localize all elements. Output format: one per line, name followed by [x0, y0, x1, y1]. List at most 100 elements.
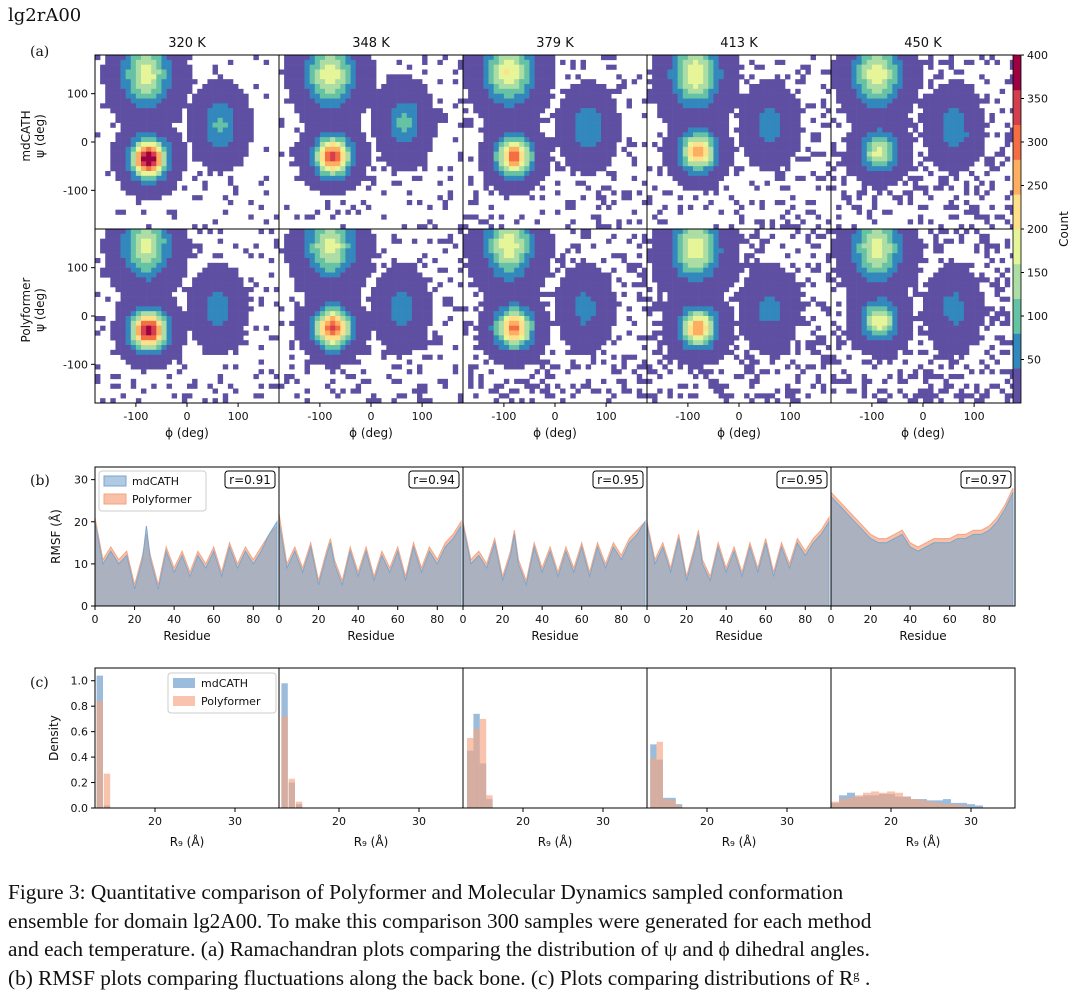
rama-bin [866, 180, 873, 186]
rama-bin [207, 267, 213, 273]
rama-bin [595, 166, 602, 172]
rama-bin [606, 127, 612, 133]
rama-bin [243, 306, 249, 312]
rama-bin [795, 175, 801, 181]
rama-bin [355, 151, 362, 157]
rama-bin [197, 272, 203, 278]
rama-bin [355, 316, 362, 322]
rama-bin [468, 55, 474, 61]
rama-bin [156, 349, 162, 355]
rama-bin [427, 132, 433, 138]
rama-bin [534, 55, 540, 61]
rama-bin [994, 214, 1000, 220]
rama-bin [411, 267, 418, 273]
rama-bin [682, 98, 689, 104]
rama-bin [304, 137, 310, 143]
rama-bin [708, 84, 714, 90]
rama-bin [662, 151, 668, 157]
rama-bin [345, 171, 351, 177]
rama-bin [141, 262, 147, 268]
rama-bin [105, 64, 111, 70]
rama-bin [483, 156, 489, 162]
rama-bin [401, 137, 408, 143]
rama-bin [115, 287, 121, 293]
rama-bin [391, 272, 397, 278]
rama-bin [989, 166, 995, 172]
rama-bin [897, 166, 903, 172]
rama-bin [330, 190, 336, 196]
rama-bin [667, 69, 673, 75]
rama-bin [222, 398, 229, 404]
rama-bin [345, 127, 351, 133]
rama-bin [580, 151, 586, 157]
rama-bin [544, 117, 551, 123]
rama-bin [319, 238, 326, 244]
rama-bin [493, 161, 500, 167]
rama-bin [176, 171, 183, 177]
rama-bin [207, 146, 213, 152]
rama-bin [314, 233, 321, 239]
rama-bin [953, 113, 960, 119]
rama-bin [871, 142, 878, 148]
rama-bin [764, 151, 770, 157]
rama-bin [166, 113, 172, 119]
rama-bin [151, 180, 157, 186]
rama-bin [856, 190, 862, 196]
rama-bin [963, 156, 970, 162]
rama-bin [365, 98, 372, 104]
rama-bin [498, 151, 505, 157]
rama-bin [779, 113, 786, 119]
rama-bin [192, 132, 198, 138]
rama-bin [325, 74, 331, 80]
rama-bin [233, 142, 239, 148]
rama-bin [411, 175, 418, 181]
rama-bin [284, 204, 290, 210]
rama-bin [519, 79, 525, 85]
rama-bin [457, 151, 464, 157]
rama-bin [325, 117, 331, 123]
rama-bin [141, 229, 147, 235]
rama-bin [100, 316, 106, 322]
rama-bin [744, 113, 750, 119]
rama-bin [207, 320, 213, 326]
rama-bin [299, 74, 305, 80]
rama-bin [125, 277, 132, 283]
rama-bin [227, 93, 234, 99]
rama-bin [294, 262, 300, 268]
rama-bin [330, 166, 336, 172]
rama-bin [907, 55, 914, 61]
rama-bin [284, 69, 290, 75]
rama-bin [376, 137, 382, 143]
rama-bin [856, 166, 862, 172]
rama-bin [1004, 204, 1011, 210]
rama-bin [335, 161, 341, 167]
rama-bin [304, 113, 310, 119]
rama-bin [866, 161, 873, 167]
rama-bin [360, 156, 367, 162]
rama-bin [166, 88, 172, 94]
rama-bin [754, 185, 760, 191]
rama-bin [432, 108, 438, 114]
rama-bin [846, 74, 852, 80]
rama-bin [135, 64, 142, 70]
rama-bin [233, 132, 239, 138]
temperature-label: 450 K [904, 36, 942, 51]
rama-bin [534, 69, 540, 75]
rama-bin [595, 151, 602, 157]
rama-bin [161, 137, 167, 143]
rama-bin [575, 166, 581, 172]
rama-bin [330, 74, 336, 80]
rama-bin [391, 296, 397, 302]
rama-bin [647, 88, 653, 94]
rama-bin [514, 117, 520, 123]
rama-bin [514, 93, 520, 99]
rama-bin [233, 345, 239, 351]
rama-bin [243, 142, 249, 148]
rama-bin [125, 127, 132, 133]
rama-bin [539, 209, 546, 215]
rama-bin [151, 330, 157, 336]
rama-bin [161, 103, 167, 109]
rama-bin [355, 93, 362, 99]
rama-bin [452, 137, 459, 143]
rama-bin [135, 306, 142, 312]
